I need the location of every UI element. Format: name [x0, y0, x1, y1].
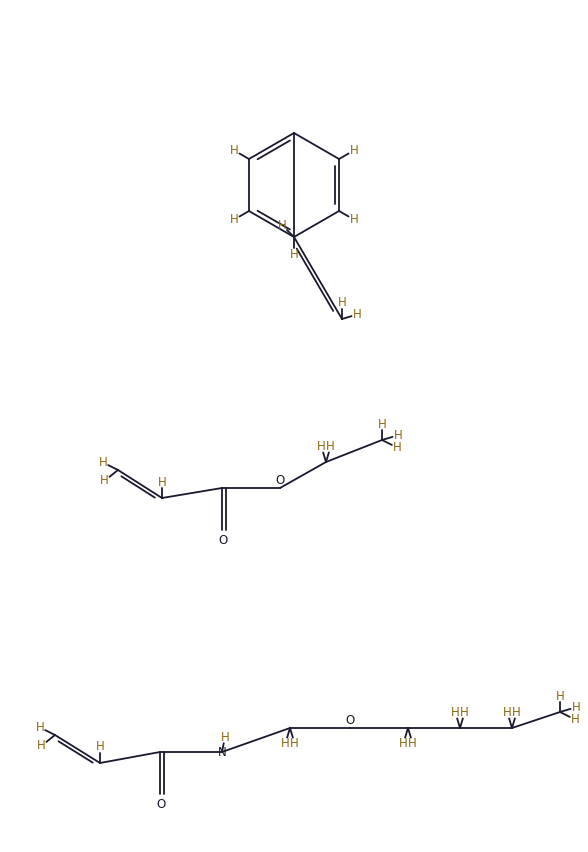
Text: O: O — [156, 797, 166, 810]
Text: H: H — [556, 689, 564, 703]
Text: H: H — [394, 429, 403, 441]
Text: H: H — [399, 737, 407, 750]
Text: H: H — [572, 700, 581, 714]
Text: H: H — [98, 456, 107, 469]
Text: H: H — [460, 706, 469, 719]
Text: H: H — [96, 740, 105, 753]
Text: H: H — [512, 706, 521, 719]
Text: H: H — [35, 721, 44, 734]
Text: H: H — [353, 308, 362, 321]
Text: H: H — [338, 296, 346, 309]
Text: H: H — [408, 737, 417, 750]
Text: H: H — [571, 713, 580, 726]
Text: H: H — [230, 144, 239, 157]
Text: H: H — [326, 440, 335, 453]
Text: H: H — [349, 144, 358, 157]
Text: H: H — [230, 213, 239, 226]
Text: O: O — [218, 533, 228, 546]
Text: H: H — [101, 474, 109, 487]
Text: H: H — [377, 417, 386, 430]
Text: H: H — [393, 441, 402, 454]
Text: H: H — [290, 737, 299, 750]
Text: N: N — [218, 746, 226, 758]
Text: H: H — [317, 440, 326, 453]
Text: H: H — [503, 706, 512, 719]
Text: H: H — [278, 219, 287, 233]
Text: H: H — [349, 213, 358, 226]
Text: H: H — [220, 731, 229, 744]
Text: O: O — [275, 475, 285, 487]
Text: H: H — [451, 706, 460, 719]
Text: O: O — [345, 713, 355, 727]
Text: H: H — [38, 740, 46, 752]
Text: H: H — [290, 247, 298, 261]
Text: H: H — [158, 475, 166, 488]
Text: H: H — [281, 737, 290, 750]
